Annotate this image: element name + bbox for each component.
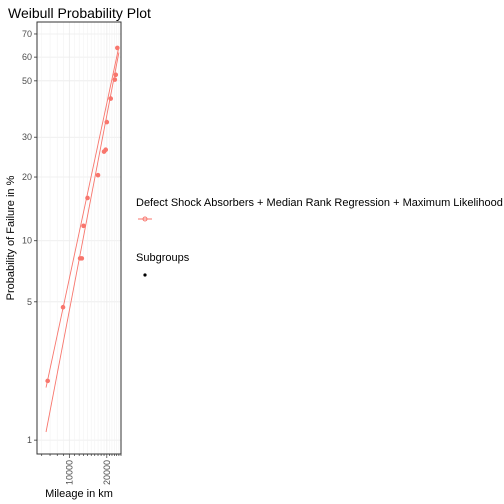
y-tick-label: 1 <box>27 435 32 445</box>
fit-lines <box>45 46 120 433</box>
data-point <box>45 378 50 384</box>
x-tick-label: 10000 <box>64 460 74 485</box>
data-point <box>108 96 114 101</box>
legend: Defect Shock Absorbers + Median Rank Reg… <box>136 197 503 277</box>
y-tick-label: 50 <box>22 76 32 86</box>
data-point <box>85 195 90 201</box>
x-axis-ticks: 10000 20000 <box>41 454 122 485</box>
chart-title: Weibull Probability Plot <box>8 5 151 21</box>
data-point <box>112 77 118 82</box>
legend-subgroups-key <box>143 273 147 277</box>
data-point <box>115 45 120 51</box>
data-point <box>79 256 85 261</box>
y-tick-label: 70 <box>22 29 32 39</box>
grid-lines <box>37 22 122 454</box>
data-points <box>45 45 120 384</box>
data-point <box>104 119 110 125</box>
fit-line <box>45 52 120 433</box>
x-axis-title: Mileage in km <box>45 488 113 500</box>
data-point <box>95 172 101 178</box>
y-tick-label: 20 <box>22 172 32 182</box>
y-tick-label: 5 <box>27 297 32 307</box>
data-point <box>113 72 119 78</box>
data-point <box>103 147 109 153</box>
y-tick-label: 30 <box>22 132 32 142</box>
y-tick-label: 60 <box>22 52 32 62</box>
fit-line <box>45 46 120 388</box>
legend-point-key <box>142 216 148 222</box>
x-tick-label: 20000 <box>102 460 112 485</box>
y-axis-title: Probability of Failure in % <box>5 175 17 300</box>
data-point <box>60 304 66 310</box>
legend-subgroups-title: Subgroups <box>136 252 190 264</box>
legend-series-title: Defect Shock Absorbers + Median Rank Reg… <box>136 197 503 209</box>
y-axis-ticks: 1 5 10 20 30 50 60 70 <box>22 29 37 445</box>
y-tick-label: 10 <box>22 236 32 246</box>
data-point <box>81 223 86 229</box>
